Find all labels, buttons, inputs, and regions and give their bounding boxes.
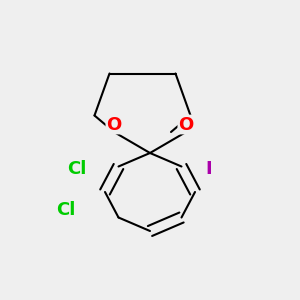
Text: I: I — [205, 160, 212, 178]
Text: O: O — [178, 116, 194, 134]
Text: Cl: Cl — [67, 160, 86, 178]
Text: Cl: Cl — [56, 201, 76, 219]
Text: O: O — [106, 116, 122, 134]
